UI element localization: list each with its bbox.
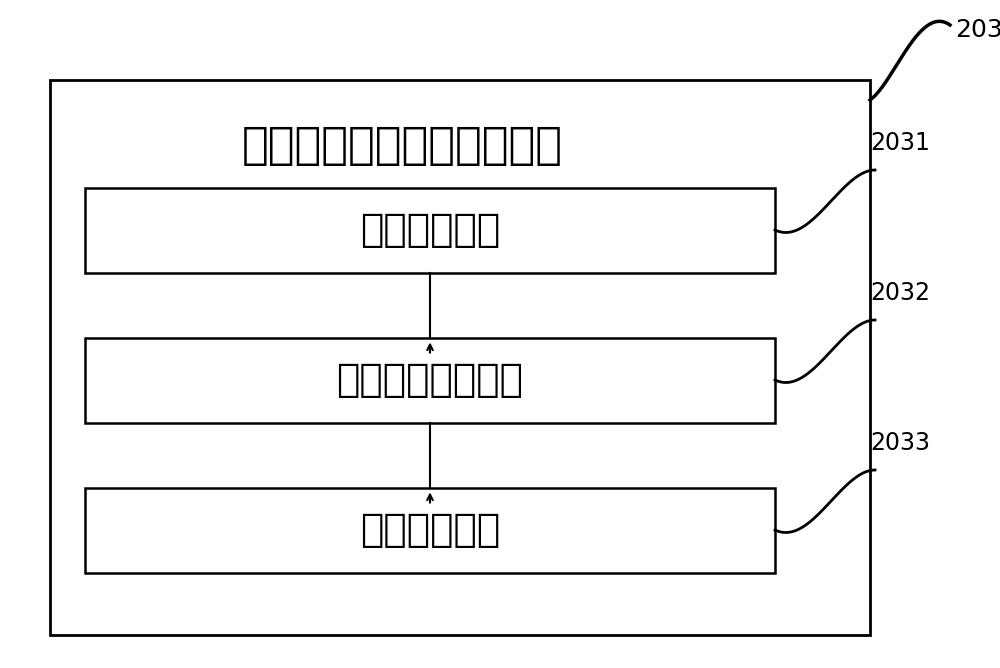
Text: 203: 203 bbox=[955, 18, 1000, 42]
Text: 变化判断单元: 变化判断单元 bbox=[360, 211, 500, 249]
Bar bbox=[85, 488, 775, 572]
Text: 2033: 2033 bbox=[870, 431, 930, 455]
Text: 2031: 2031 bbox=[870, 131, 930, 155]
Bar bbox=[85, 337, 775, 422]
Bar bbox=[50, 80, 870, 635]
Text: 变压器故障综合处理服务器: 变压器故障综合处理服务器 bbox=[242, 124, 563, 166]
Text: 变化规律判断单元: 变化规律判断单元 bbox=[336, 361, 524, 399]
Text: 措施采取单元: 措施采取单元 bbox=[360, 511, 500, 549]
Text: 2032: 2032 bbox=[870, 281, 930, 305]
Bar bbox=[85, 188, 775, 273]
